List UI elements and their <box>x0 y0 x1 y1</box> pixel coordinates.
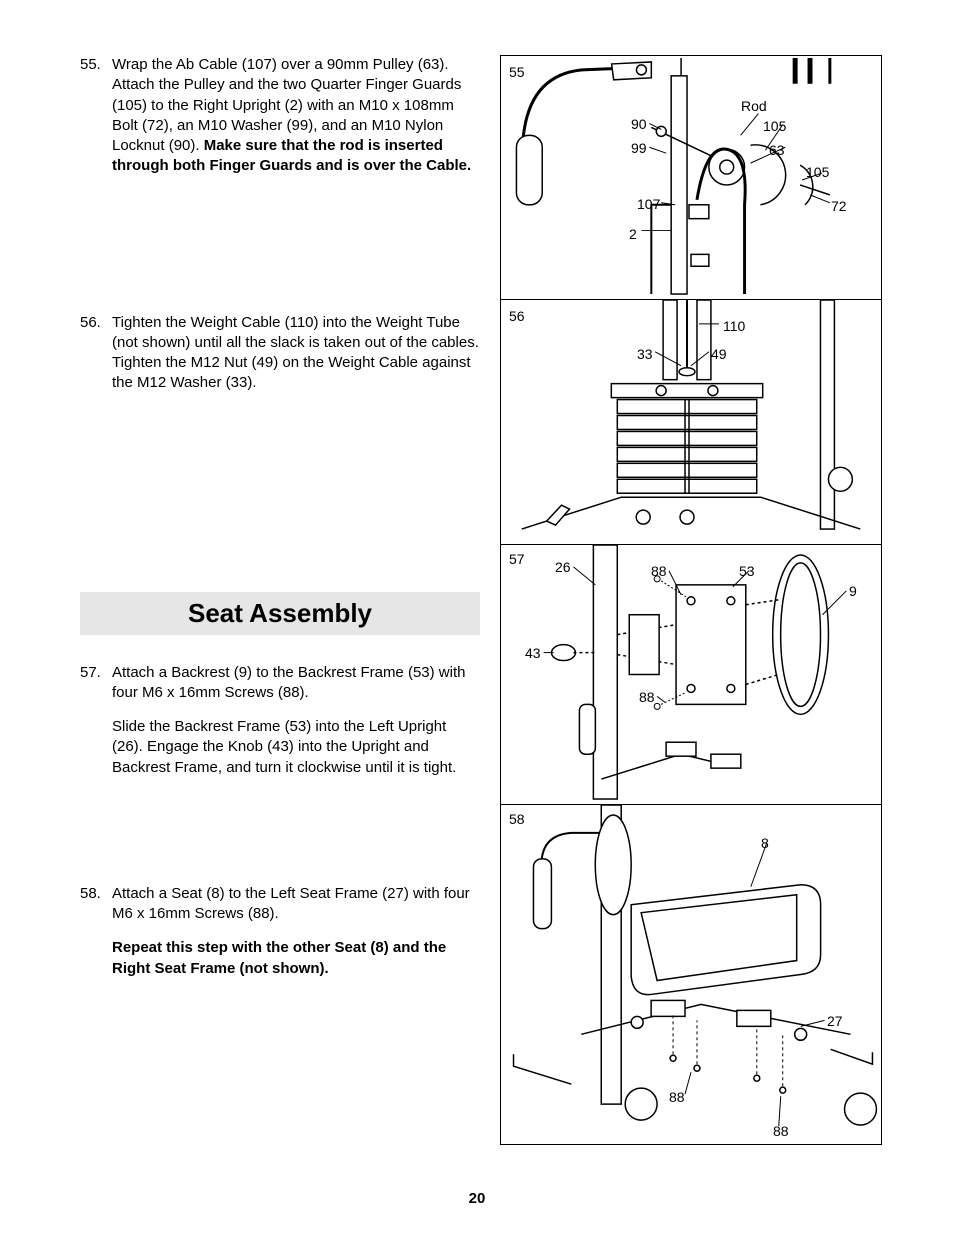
callout-105b: 105 <box>806 164 829 180</box>
callout-63: 63 <box>769 142 785 158</box>
callout-9: 9 <box>849 583 857 599</box>
diagram-56-svg <box>501 300 881 544</box>
callout-99: 99 <box>631 140 647 156</box>
callout-88a: 88 <box>669 1089 685 1105</box>
section-heading: Seat Assembly <box>80 592 480 635</box>
step-paragraph: Attach a Backrest (9) to the Backrest Fr… <box>112 663 480 704</box>
step-paragraph: Tighten the Weight Cable (110) into the … <box>112 313 480 394</box>
callout-8: 8 <box>761 835 769 851</box>
step-body: Tighten the Weight Cable (110) into the … <box>112 313 480 408</box>
step-57: 57. Attach a Backrest (9) to the Backres… <box>80 663 480 792</box>
callout-110: 110 <box>723 318 745 334</box>
callout-33: 33 <box>637 346 653 362</box>
diagram-57: 57 26 88 53 9 43 88 <box>500 545 882 805</box>
callout-27: 27 <box>827 1013 843 1029</box>
step-paragraph: Repeat this step with the other Seat (8)… <box>112 938 480 979</box>
step-56: 56. Tighten the Weight Cable (110) into … <box>80 313 480 408</box>
diagram-58-svg <box>501 805 881 1144</box>
diagram-56: 56 110 33 49 <box>500 300 882 545</box>
step-paragraph: Slide the Backrest Frame (53) into the L… <box>112 717 480 778</box>
callout-2: 2 <box>629 226 637 242</box>
section-heading-wrap: Seat Assembly <box>80 592 480 635</box>
step-body: Wrap the Ab Cable (107) over a 90mm Pull… <box>112 55 480 191</box>
two-column-layout: 55. Wrap the Ab Cable (107) over a 90mm … <box>80 55 882 1145</box>
callout-43: 43 <box>525 645 541 661</box>
callout-88b: 88 <box>773 1123 789 1139</box>
diagram-57-svg <box>501 545 881 804</box>
callout-88a: 88 <box>651 563 667 579</box>
step-body: Attach a Seat (8) to the Left Seat Frame… <box>112 884 480 993</box>
page-number: 20 <box>0 1190 954 1207</box>
manual-page: 55. Wrap the Ab Cable (107) over a 90mm … <box>0 0 954 1235</box>
callout-53: 53 <box>739 563 755 579</box>
diagram-step-label: 56 <box>509 308 525 324</box>
diagram-step-label: 58 <box>509 811 525 827</box>
callout-107: 107 <box>637 196 660 212</box>
callout-26: 26 <box>555 559 571 575</box>
step-number: 58. <box>80 884 112 993</box>
callout-rod: Rod <box>741 98 767 114</box>
step-paragraph: Wrap the Ab Cable (107) over a 90mm Pull… <box>112 55 480 177</box>
step-number: 55. <box>80 55 112 191</box>
callout-88b: 88 <box>639 689 655 705</box>
diagram-step-label: 55 <box>509 64 525 80</box>
diagram-step-label: 57 <box>509 551 525 567</box>
step-number: 56. <box>80 313 112 408</box>
step-58: 58. Attach a Seat (8) to the Left Seat F… <box>80 884 480 993</box>
step-55: 55. Wrap the Ab Cable (107) over a 90mm … <box>80 55 480 191</box>
diagram-column: 55 Rod 90 105 99 63 105 107 72 2 <box>500 55 882 1145</box>
callout-90: 90 <box>631 116 647 132</box>
diagram-55: 55 Rod 90 105 99 63 105 107 72 2 <box>500 55 882 300</box>
callout-105a: 105 <box>763 118 786 134</box>
step-body: Attach a Backrest (9) to the Backrest Fr… <box>112 663 480 792</box>
text-column: 55. Wrap the Ab Cable (107) over a 90mm … <box>80 55 480 1145</box>
step-number: 57. <box>80 663 112 792</box>
step-paragraph: Attach a Seat (8) to the Left Seat Frame… <box>112 884 480 925</box>
diagram-58: 58 8 27 88 88 <box>500 805 882 1145</box>
callout-72: 72 <box>831 198 847 214</box>
callout-49: 49 <box>711 346 727 362</box>
